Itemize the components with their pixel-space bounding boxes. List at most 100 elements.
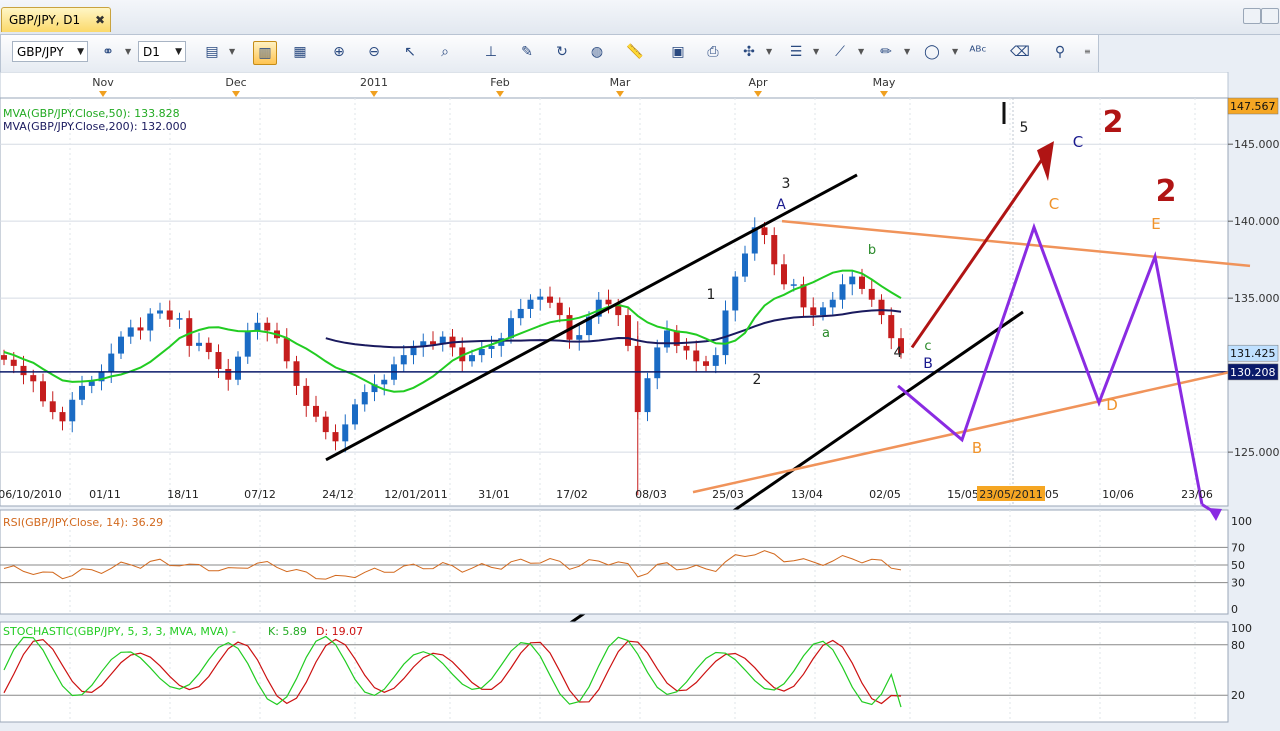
candle-body bbox=[790, 284, 797, 286]
rsi-tick-label: 100 bbox=[1231, 515, 1252, 528]
candle-body bbox=[517, 308, 524, 319]
candle-body bbox=[371, 384, 378, 393]
candle-body bbox=[878, 299, 885, 316]
zoom-out-icon[interactable]: ⊖ bbox=[368, 44, 380, 60]
date-label: 06/10/2010 bbox=[0, 488, 62, 501]
ruler-icon[interactable]: 📏 bbox=[626, 44, 644, 60]
date-label: 05 bbox=[1045, 488, 1059, 501]
wave-label-l2: 2 bbox=[753, 372, 762, 388]
rsi-pane[interactable] bbox=[0, 509, 1229, 615]
image-icon[interactable]: ▣ bbox=[671, 44, 685, 60]
stochastic-k-line bbox=[3, 635, 902, 708]
wave-label-lC: C bbox=[1073, 133, 1083, 151]
stochastic-k-value: K: 5.89 bbox=[268, 625, 307, 638]
overflow-icon[interactable]: ≡ bbox=[1084, 47, 1091, 56]
wave-label-l3: 3 bbox=[782, 176, 791, 192]
wave-label-lb: b bbox=[868, 243, 876, 258]
chevron-down-icon[interactable]: ▼ bbox=[858, 47, 865, 56]
chart-tab[interactable]: GBP/JPY, D1 ✖ bbox=[1, 7, 111, 32]
tree-icon[interactable]: ⚲ bbox=[1054, 44, 1066, 60]
link-icon[interactable]: ⚭ bbox=[102, 44, 114, 60]
price-pane[interactable] bbox=[0, 97, 1229, 507]
candle-body bbox=[205, 342, 212, 353]
candle-body bbox=[820, 307, 826, 316]
candle-body bbox=[176, 318, 183, 320]
chevron-down-icon[interactable]: ▼ bbox=[229, 47, 236, 56]
symbol-select[interactable]: GBP/JPY ▼ bbox=[12, 41, 88, 62]
wave-label-l5: 5 bbox=[1020, 120, 1029, 136]
candle-body bbox=[732, 276, 739, 311]
chevron-down-icon[interactable]: ▼ bbox=[125, 47, 132, 56]
close-tab-icon[interactable]: ✖ bbox=[95, 13, 106, 27]
chevron-down-icon[interactable]: ▼ bbox=[766, 47, 773, 56]
candle-body bbox=[615, 304, 622, 316]
date-label: 10/06 bbox=[1102, 488, 1134, 501]
candle-body bbox=[49, 401, 56, 413]
month-label: Nov bbox=[92, 76, 114, 89]
chevron-down-icon[interactable]: ▼ bbox=[813, 47, 820, 56]
candle-body bbox=[352, 404, 358, 425]
objects-icon[interactable]: ☰ bbox=[789, 44, 803, 60]
candle-body bbox=[595, 299, 602, 317]
draw-icon[interactable]: ✎ bbox=[521, 44, 533, 60]
candle-body bbox=[673, 330, 680, 346]
candle-body bbox=[761, 227, 768, 236]
eraser-icon[interactable]: ⌫ bbox=[1010, 44, 1030, 60]
date-label: 18/11 bbox=[167, 488, 199, 501]
candles-icon[interactable]: ▥ bbox=[253, 41, 277, 65]
month-marker bbox=[99, 91, 107, 97]
cursor-icon[interactable]: ↖ bbox=[404, 44, 416, 60]
chevron-down-icon[interactable]: ▼ bbox=[904, 47, 911, 56]
candle-body bbox=[839, 284, 846, 300]
price-tick-label: 145.000 bbox=[1234, 138, 1280, 151]
candle-body bbox=[751, 227, 758, 254]
red-arrowhead bbox=[1037, 141, 1054, 182]
close-window-icon[interactable] bbox=[1261, 8, 1279, 24]
date-label: 08/03 bbox=[635, 488, 667, 501]
date-axis: 06/10/2010 01/11 18/11 07/12 24/12 12/01/2011… bbox=[0, 486, 1213, 501]
candle-body bbox=[722, 310, 729, 356]
chart-tab-title: GBP/JPY, D1 bbox=[9, 13, 81, 27]
date-label: 31/01 bbox=[478, 488, 510, 501]
chevron-down-icon[interactable]: ▼ bbox=[952, 47, 959, 56]
candle-body bbox=[108, 353, 115, 373]
pencil-icon[interactable]: ✏ bbox=[880, 44, 892, 60]
chart-type-icon[interactable]: ▤ bbox=[205, 44, 219, 60]
candle-body bbox=[147, 313, 154, 331]
timeframe-select[interactable]: D1 ▼ bbox=[138, 41, 186, 62]
symbol-value: GBP/JPY bbox=[17, 45, 64, 59]
indicator-icon[interactable]: ⊥ bbox=[484, 44, 498, 60]
ellipse-icon[interactable]: ◯ bbox=[924, 44, 940, 60]
stochastic-pane[interactable] bbox=[0, 621, 1229, 723]
candle-body bbox=[469, 355, 475, 362]
rsi-tick-label: 30 bbox=[1231, 577, 1245, 590]
candle-body bbox=[166, 310, 173, 320]
candle-body bbox=[810, 307, 817, 316]
refresh-icon[interactable]: ↻ bbox=[556, 44, 568, 60]
candle-body bbox=[420, 341, 427, 346]
date-label: 23/06 bbox=[1181, 488, 1213, 501]
zoom-in-icon[interactable]: ⊕ bbox=[333, 44, 345, 60]
magnifier-icon[interactable]: ⌕ bbox=[441, 44, 449, 60]
print-icon[interactable]: ⎙ bbox=[707, 44, 719, 60]
crosshair-icon[interactable]: ✣ bbox=[743, 44, 755, 60]
price-badge-line-box bbox=[1227, 363, 1279, 381]
candle-body bbox=[225, 368, 232, 380]
candle-body bbox=[400, 355, 407, 365]
date-label: 25/03 bbox=[712, 488, 744, 501]
candle-body bbox=[547, 296, 553, 303]
candle-body bbox=[313, 405, 319, 417]
candle-body bbox=[742, 253, 748, 277]
date-label: 15/05 bbox=[947, 488, 979, 501]
globe-icon[interactable]: ◍ bbox=[590, 44, 604, 60]
month-label: May bbox=[873, 76, 896, 89]
price-tick-label: 125.000 bbox=[1234, 446, 1280, 459]
candle-body bbox=[40, 381, 46, 402]
tab-bar: GBP/JPY, D1 ✖ bbox=[0, 0, 1280, 35]
candle-body bbox=[157, 310, 163, 314]
text-abc-icon[interactable]: ᴬᴮᶜ bbox=[969, 44, 987, 60]
restore-window-icon[interactable] bbox=[1243, 8, 1261, 24]
trendline-icon[interactable]: ⟋ bbox=[835, 44, 845, 60]
bars-icon[interactable]: ▦ bbox=[293, 44, 307, 60]
candle-body bbox=[566, 315, 573, 340]
